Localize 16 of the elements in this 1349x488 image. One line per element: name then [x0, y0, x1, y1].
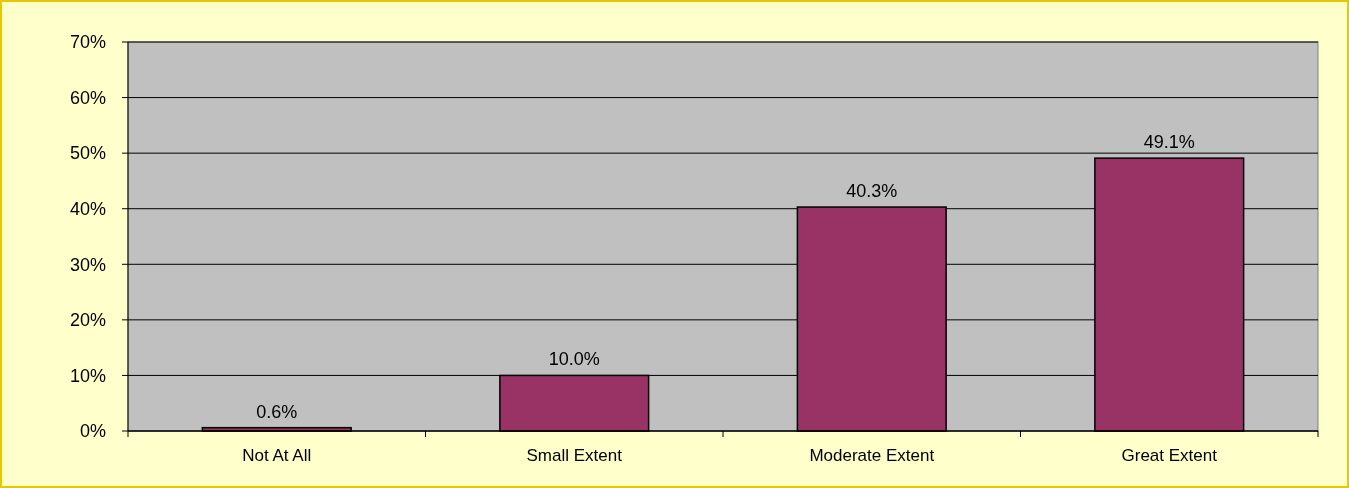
data-label: 40.3% — [846, 181, 898, 202]
data-label: 0.6% — [256, 401, 298, 422]
y-tick-label: 10% — [69, 365, 106, 386]
y-tick-label: 50% — [69, 143, 106, 164]
data-label: 10.0% — [548, 349, 600, 370]
y-tick-label: 20% — [69, 310, 106, 331]
y-tick-label: 70% — [69, 32, 106, 53]
y-tick-label: 30% — [69, 254, 106, 275]
y-tick-label: 60% — [69, 87, 106, 108]
x-tick-label: Not At All — [242, 446, 312, 465]
y-tick-label: 0% — [79, 421, 106, 442]
data-label: 49.1% — [1143, 132, 1195, 153]
x-tick-label: Great Extent — [1121, 446, 1218, 465]
x-tick-label: Small Extent — [526, 446, 623, 465]
x-tick-label: Moderate Extent — [809, 446, 935, 465]
y-tick-label: 40% — [69, 199, 106, 220]
